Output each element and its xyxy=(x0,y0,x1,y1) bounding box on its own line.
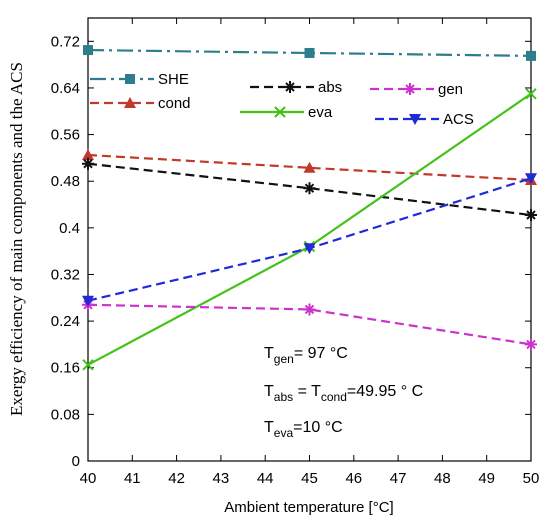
series-line-gen xyxy=(87,303,532,346)
x-tick-label: 50 xyxy=(523,470,540,487)
legend-marker-cond xyxy=(124,97,136,108)
data-point-cond xyxy=(82,148,94,160)
x-tick-label: 41 xyxy=(124,470,141,487)
legend-label-acs: ACS xyxy=(443,111,474,128)
annotation-t-gen-rest: = 97 °C xyxy=(294,345,348,362)
legend-label-gen: gen xyxy=(438,81,463,98)
legend-marker-eva xyxy=(274,106,286,118)
annotation-t-abs: Tabs = Tcond=49.95 ° C xyxy=(264,383,423,404)
y-tick-label: 0.4 xyxy=(59,220,80,237)
series-layer xyxy=(82,45,537,371)
series-line-acs xyxy=(87,177,532,302)
data-point-abs xyxy=(525,209,537,222)
legend-item-eva: eva xyxy=(240,104,333,121)
data-point-eva xyxy=(82,359,94,371)
annotation-t-eva-base: T xyxy=(264,419,274,436)
svg-text:Teva=10 °C: Teva=10 °C xyxy=(264,419,343,440)
y-tick-label: 0.64 xyxy=(51,80,80,97)
x-tick-label: 40 xyxy=(80,470,97,487)
data-point-eva xyxy=(525,88,537,100)
data-point-abs xyxy=(82,157,94,170)
annotation-t-abs-base: T xyxy=(264,383,274,400)
annotation-t-cond-sub: cond xyxy=(321,390,347,404)
svg-text:Tabs = Tcond=49.95 ° C: Tabs = Tcond=49.95 ° C xyxy=(264,383,423,404)
svg-text:Tgen= 97 °C: Tgen= 97 °C xyxy=(264,345,348,366)
y-tick-label: 0.48 xyxy=(51,173,80,190)
legend-marker-she xyxy=(125,74,135,84)
y-tick-label: 0.56 xyxy=(51,127,80,144)
annotation-t-eva-sub: eva xyxy=(274,426,294,440)
y-tick-label: 0.08 xyxy=(51,406,80,423)
legend-item-abs: abs xyxy=(250,79,342,96)
legend-item-acs: ACS xyxy=(375,111,474,128)
data-point-gen xyxy=(525,338,537,351)
x-axis-title: Ambient temperature [°C] xyxy=(224,499,393,516)
series-acs xyxy=(82,173,537,307)
series-line-cond xyxy=(87,153,532,182)
series-she xyxy=(83,45,536,61)
data-point-acs xyxy=(525,173,537,185)
legend-item-cond: cond xyxy=(90,95,191,112)
y-tick-label: 0.72 xyxy=(51,33,80,50)
y-tick-label: 0.24 xyxy=(51,313,80,330)
annotation-t-eva: Teva=10 °C xyxy=(264,419,343,440)
y-axis-title: Exergy efficiency of main components and… xyxy=(7,62,26,416)
legend-marker-gen xyxy=(404,83,416,95)
x-tick-label: 46 xyxy=(345,470,362,487)
x-tick-label: 49 xyxy=(478,470,495,487)
series-line-she xyxy=(87,48,532,57)
legend-label-cond: cond xyxy=(158,95,191,112)
annotation-t-gen-base: T xyxy=(264,345,274,362)
series-abs xyxy=(82,157,537,222)
data-point-cond xyxy=(303,161,316,173)
x-tick-label: 44 xyxy=(257,470,274,487)
legend-item-gen: gen xyxy=(370,81,463,98)
annotation-t-abs-sub: abs xyxy=(274,390,293,404)
x-axis-ticks: 40 41 42 43 44 45 46 47 48 49 50 xyxy=(80,18,540,487)
legend-label-she: SHE xyxy=(158,71,189,88)
data-point-she xyxy=(83,45,93,56)
y-axis-ticks: 0 0.08 0.16 0.24 0.32 0.4 0.48 0.56 0.64 0.72 xyxy=(51,33,531,470)
data-point-acs xyxy=(303,243,316,255)
legend-item-she: SHE xyxy=(90,71,189,88)
annotation-t-abs-rest: =49.95 ° C xyxy=(347,383,423,400)
series-line-abs xyxy=(87,162,532,217)
data-point-gen xyxy=(303,303,316,316)
data-point-she xyxy=(526,50,536,61)
series-line-eva xyxy=(87,92,532,366)
legend-marker-abs xyxy=(284,81,296,93)
data-point-abs xyxy=(303,182,316,195)
legend-label-eva: eva xyxy=(308,104,333,121)
legend: SHE cond abs eva gen ACS xyxy=(90,71,474,128)
series-gen xyxy=(82,298,537,351)
x-tick-label: 45 xyxy=(301,470,318,487)
data-point-acs xyxy=(82,295,94,307)
annotation-t-abs-mid: = T xyxy=(293,383,321,400)
y-tick-label: 0.16 xyxy=(51,360,80,377)
legend-marker-acs xyxy=(409,114,421,125)
x-tick-label: 47 xyxy=(390,470,407,487)
annotation-t-gen: Tgen= 97 °C xyxy=(264,345,348,366)
x-tick-label: 43 xyxy=(213,470,230,487)
annotation-t-eva-rest: =10 °C xyxy=(293,419,343,436)
series-cond xyxy=(82,148,537,186)
annotation-t-gen-sub: gen xyxy=(274,352,294,366)
x-tick-label: 48 xyxy=(434,470,451,487)
series-eva xyxy=(82,88,537,371)
y-tick-label: 0.32 xyxy=(51,266,80,283)
y-tick-label: 0 xyxy=(72,453,80,470)
x-tick-label: 42 xyxy=(168,470,185,487)
legend-label-abs: abs xyxy=(318,79,342,96)
data-point-she xyxy=(304,47,315,58)
